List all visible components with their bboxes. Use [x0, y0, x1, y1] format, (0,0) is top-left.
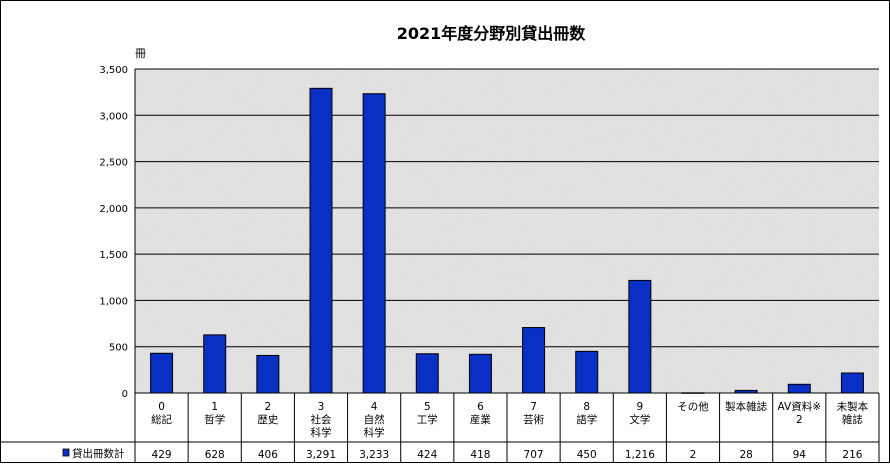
data-table-value: 216: [842, 449, 862, 461]
x-category-label: 8: [583, 401, 590, 413]
data-table-value: 28: [739, 449, 752, 461]
y-tick-label: 0: [122, 389, 128, 400]
data-table-value: 424: [417, 449, 437, 461]
bar: [203, 334, 227, 394]
bar: [522, 327, 546, 394]
data-table-value: 94: [793, 449, 807, 461]
y-tick-label: 1,500: [99, 250, 128, 261]
x-category-label: 5: [424, 401, 431, 413]
data-table-value: 3,291: [306, 449, 336, 461]
x-category-label: 未製本: [837, 400, 869, 413]
bar: [415, 353, 439, 394]
x-category-label: 文学: [629, 413, 650, 426]
bar: [575, 350, 599, 394]
bar-series: [150, 87, 864, 394]
bar: [256, 354, 280, 394]
x-category-label: 工学: [417, 413, 438, 426]
legend-key: [62, 448, 70, 457]
x-category-label: 社会: [311, 413, 332, 426]
y-tick-label: 500: [109, 343, 128, 354]
x-category-label: 6: [477, 401, 484, 413]
x-category-label: 芸術: [523, 413, 544, 426]
bar: [840, 372, 864, 394]
x-category-label: 2: [265, 401, 272, 413]
x-category-label: 産業: [470, 413, 491, 426]
data-table-value: 2: [690, 449, 697, 461]
bar: [362, 93, 386, 394]
data-table-value: 450: [577, 449, 597, 461]
bar: [468, 353, 492, 394]
data-table-value: 429: [152, 449, 172, 461]
y-tick-label: 3,000: [99, 111, 128, 122]
x-category-label: 9: [637, 401, 644, 413]
y-tick-label: 3,500: [99, 65, 128, 76]
x-category-label: 製本雑誌: [725, 400, 767, 413]
y-tick-label: 1,000: [99, 296, 128, 307]
x-category-label: AV資料※: [778, 400, 822, 413]
x-category-label: 1: [211, 401, 218, 413]
x-category-label: 3: [318, 401, 325, 413]
x-category-label: 雑誌: [842, 413, 863, 426]
y-axis-unit-label: 冊: [135, 47, 146, 60]
x-category-label: 語学: [576, 413, 597, 426]
data-table-value: 3,233: [359, 449, 389, 461]
bar: [309, 87, 333, 394]
x-category-label: 歴史: [257, 414, 278, 426]
data-table-value: 406: [258, 449, 278, 461]
x-category-label: 総記: [151, 413, 172, 426]
y-tick-label: 2,500: [99, 158, 128, 169]
x-category-label: その他: [677, 400, 709, 413]
x-category-label: 科学: [311, 426, 332, 439]
legend-series-name: 貸出冊数計: [72, 447, 125, 460]
data-table-value: 628: [205, 449, 225, 461]
bar: [628, 279, 652, 394]
x-category-label: 自然: [364, 413, 385, 426]
bar: [150, 352, 174, 394]
x-category-label: 7: [530, 401, 537, 413]
bar: [787, 383, 811, 394]
x-category-label: 4: [371, 401, 378, 413]
data-table-value: 707: [524, 449, 544, 461]
data-table-value: 418: [470, 449, 490, 461]
x-category-label: 0: [158, 401, 165, 413]
y-tick-label: 2,000: [99, 204, 128, 215]
data-table-value: 1,216: [625, 449, 655, 461]
plot-area-texture: [135, 69, 879, 393]
chart-title: 2021年度分野別貸出冊数: [397, 24, 587, 43]
x-category-label: 哲学: [204, 413, 225, 426]
x-category-label: 科学: [364, 426, 385, 439]
y-axis-tick-labels: 0 500 1,000 1,500 2,000 2,500 3,000 3,500: [99, 65, 128, 400]
x-category-label: 2: [796, 414, 803, 426]
